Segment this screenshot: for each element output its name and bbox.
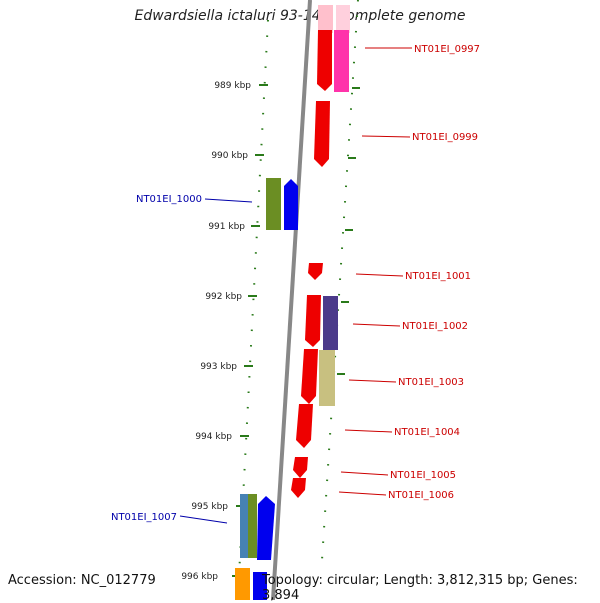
right-ticks — [337, 87, 360, 375]
gene-block-pink-light — [318, 5, 333, 33]
right-dotted-track — [321, 0, 359, 561]
gene-label-1004: NT01EI_1004 — [394, 427, 460, 438]
kbp-label-992: 992 kbp — [205, 292, 242, 302]
gene-0997-red — [317, 30, 332, 91]
leader-1004 — [344, 429, 393, 433]
gene-1000-olive — [266, 178, 281, 230]
leader-1007 — [179, 515, 228, 524]
leader-0999 — [361, 135, 411, 138]
gene-1006-red — [291, 478, 306, 498]
forward-genes — [291, 5, 350, 498]
gene-label-0999: NT01EI_0999 — [412, 132, 478, 143]
gene-1004-red — [296, 404, 313, 448]
kbp-label-996: 996 kbp — [181, 572, 218, 582]
gene-1001-red — [308, 263, 323, 280]
gene-orange — [235, 568, 250, 600]
leader-1001 — [355, 273, 404, 277]
leader-1005 — [340, 471, 389, 476]
kbp-label-993: 993 kbp — [200, 362, 237, 372]
reverse-genes — [235, 178, 298, 600]
accession-text: Accession: NC_012779 — [8, 573, 156, 588]
gene-1007-steel — [240, 494, 249, 558]
gene-0997-pink — [334, 30, 349, 92]
kbp-label-995: 995 kbp — [191, 502, 228, 512]
genome-axis — [271, 0, 312, 600]
gene-label-1000: NT01EI_1000 — [136, 194, 202, 205]
gene-label-1006: NT01EI_1006 — [388, 490, 454, 501]
gene-1003-red — [301, 349, 318, 404]
gene-1007-blue — [257, 496, 275, 560]
gene-label-1002: NT01EI_1002 — [402, 321, 468, 332]
gene-1002-red — [305, 295, 321, 347]
gene-label-1003: NT01EI_1003 — [398, 377, 464, 388]
gene-label-1001: NT01EI_1001 — [405, 271, 471, 282]
gene-0999-red — [314, 101, 330, 167]
gene-label-1005: NT01EI_1005 — [390, 470, 456, 481]
gene-1002-purple — [323, 296, 338, 350]
gene-1000-blue — [284, 179, 298, 230]
gene-label-0997: NT01EI_0997 — [414, 44, 480, 55]
page-title: Edwardsiella ictaluri 93-146, complete g… — [134, 8, 466, 24]
kbp-label-990: 990 kbp — [211, 151, 248, 161]
kbp-label-994: 994 kbp — [195, 432, 232, 442]
gene-block-pink-light-2 — [336, 5, 350, 33]
kbp-label-989: 989 kbp — [214, 81, 251, 91]
leader-1002 — [352, 323, 401, 327]
kbp-label-991: 991 kbp — [208, 222, 245, 232]
leader-1006 — [338, 491, 387, 496]
gene-1003-khaki — [319, 350, 335, 406]
gene-1005-red — [293, 457, 308, 478]
gene-1007-olive — [248, 494, 257, 558]
leader-1000 — [204, 198, 253, 203]
leader-1003 — [348, 379, 397, 383]
gene-blue-bottom — [253, 572, 267, 600]
gene-label-1007: NT01EI_1007 — [111, 512, 177, 523]
topology-text: Topology: circular; Length: 3,812,315 bp… — [262, 573, 578, 603]
